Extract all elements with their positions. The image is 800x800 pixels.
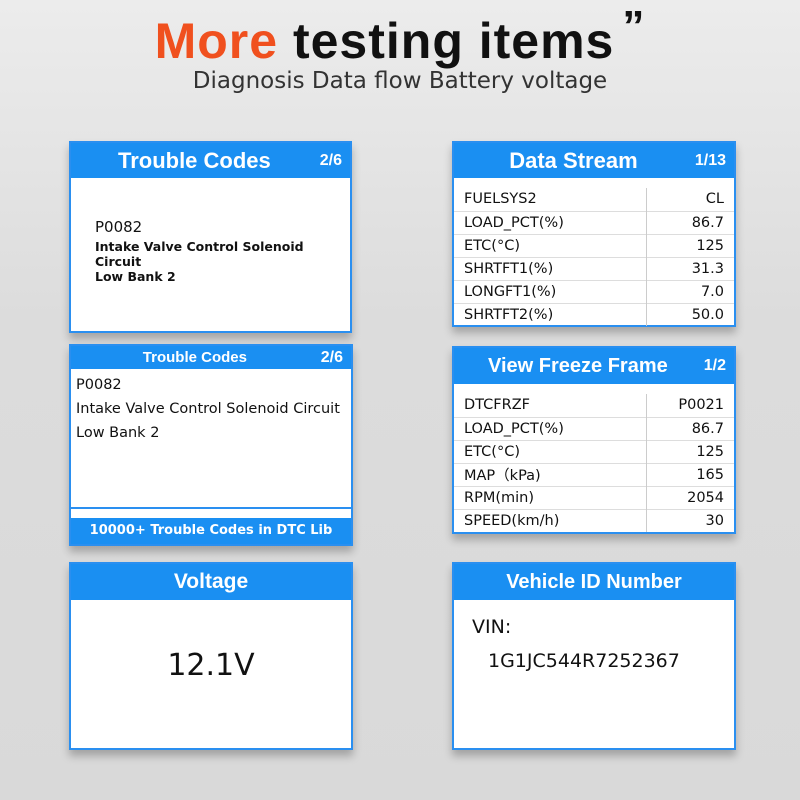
table-row: SPEED(km/h) 30 (454, 508, 734, 532)
trouble-codes-panel-2: Trouble Codes 2/6 P0082 Intake Valve Cont… (69, 344, 353, 546)
param-name: DTCFRZF (464, 397, 530, 414)
table-row: ETC(°C) 125 (454, 439, 734, 463)
param-name: LOAD_PCT(%) (454, 210, 646, 234)
panel-header: Trouble Codes 2/6 (71, 346, 351, 369)
page-indicator: 1/2 (703, 357, 726, 374)
dtc-code: P0082 (76, 377, 122, 393)
panel-title: Voltage (173, 570, 249, 593)
page-title: More testing items” (0, 2, 800, 70)
table-row: MAP（kPa) 165 (454, 462, 734, 486)
table-row: SHRTFT2(%) 50.0 (454, 302, 734, 326)
panel-title: Data Stream (509, 147, 638, 173)
panel-header: View Freeze Frame 1/2 (454, 348, 734, 384)
param-value: 125 (645, 439, 734, 463)
param-value: 125 (645, 233, 734, 257)
voltage-panel: Voltage 12.1V (69, 562, 353, 750)
param-value: 86.7 (645, 416, 734, 440)
panel-title: Trouble Codes (142, 349, 247, 366)
dtc-body: P0082 Intake Valve Control Solenoid Circ… (71, 369, 351, 509)
param-value: 31.3 (645, 256, 734, 280)
table-row: LOAD_PCT(%) 86.7 (454, 416, 734, 440)
dtc-desc-1: Intake Valve Control Solenoid Circuit (95, 239, 304, 269)
table-row: LONGFT1(%) 7.0 (454, 279, 734, 303)
panel-header: Data Stream 1/13 (454, 143, 734, 178)
table-row: SHRTFT1(%) 31.3 (454, 256, 734, 280)
param-value: P0021 (645, 394, 734, 417)
param-value: 7.0 (645, 279, 734, 303)
dtc-desc-2: Low Bank 2 (95, 269, 176, 284)
page-indicator: 1/13 (694, 151, 726, 169)
dtc-code: P0082 (95, 218, 143, 236)
freeze-frame-panel: View Freeze Frame 1/2 DTCFRZF P0021 LOAD_PC… (452, 346, 736, 534)
panel-header: Trouble Codes 2/6 (71, 143, 350, 178)
table-row: FUELSYS2 CL (454, 188, 734, 211)
quote-mark: ” (622, 2, 646, 51)
title-rest: testing items (278, 13, 615, 69)
dtc-desc-2: Low Bank 2 (76, 425, 160, 441)
param-name: MAP（kPa) (454, 462, 646, 486)
data-stream-table: FUELSYS2 CL LOAD_PCT(%) 86.7 ETC(°C) 125 SHRTF… (454, 188, 734, 326)
table-row: RPM(min) 2054 (454, 485, 734, 509)
table-row: LOAD_PCT(%) 86.7 (454, 210, 734, 234)
param-name: LONGFT1(%) (454, 279, 646, 303)
param-name: RPM(min) (454, 485, 646, 509)
trouble-codes-panel-1: Trouble Codes 2/6 P0082 Intake Valve Cont… (69, 141, 352, 333)
table-row: ETC(°C) 125 (454, 233, 734, 257)
panel-title: Vehicle ID Number (506, 570, 682, 593)
table-row: DTCFRZF P0021 (454, 394, 734, 417)
param-name: SHRTFT1(%) (454, 256, 646, 280)
param-name: SPEED(km/h) (454, 508, 646, 532)
page-indicator: 2/6 (320, 348, 343, 366)
panel-header: Vehicle ID Number (454, 564, 734, 600)
param-name: LOAD_PCT(%) (454, 416, 646, 440)
param-name: ETC(°C) (454, 233, 646, 257)
dtc-desc-1: Intake Valve Control Solenoid Circuit (76, 401, 340, 417)
param-value: 50.0 (645, 302, 734, 326)
freeze-frame-table: DTCFRZF P0021 LOAD_PCT(%) 86.7 ETC(°C) 125 MAP… (454, 394, 734, 532)
param-value: 165 (645, 462, 734, 486)
data-stream-panel: Data Stream 1/13 FUELSYS2 CL LOAD_PCT(%) 86.… (452, 141, 736, 327)
dtc-lib-banner: 10000+ Trouble Codes in DTC Lib (71, 518, 351, 544)
param-name: ETC(°C) (454, 439, 646, 463)
param-name: SHRTFT2(%) (454, 302, 646, 326)
voltage-value: 12.1V (167, 648, 255, 683)
title-highlight: More (154, 13, 279, 69)
param-value: 2054 (645, 485, 734, 509)
page-indicator: 2/6 (319, 151, 342, 169)
param-value: CL (645, 188, 734, 211)
param-name: FUELSYS2 (464, 191, 537, 208)
vin-label: VIN: (472, 616, 512, 638)
panel-title: Trouble Codes (117, 147, 271, 173)
panel-header: Voltage (71, 564, 351, 600)
param-value: 86.7 (645, 210, 734, 234)
dtc-body: P0082 Intake Valve Control Solenoid Circ… (71, 178, 350, 284)
vin-value: 1G1JC544R7252367 (488, 650, 680, 672)
panel-title: View Freeze Frame (488, 354, 668, 377)
param-value: 30 (645, 508, 734, 532)
subtitle: Diagnosis Data flow Battery voltage (192, 68, 608, 94)
vin-panel: Vehicle ID Number VIN: 1G1JC544R7252367 (452, 562, 736, 750)
